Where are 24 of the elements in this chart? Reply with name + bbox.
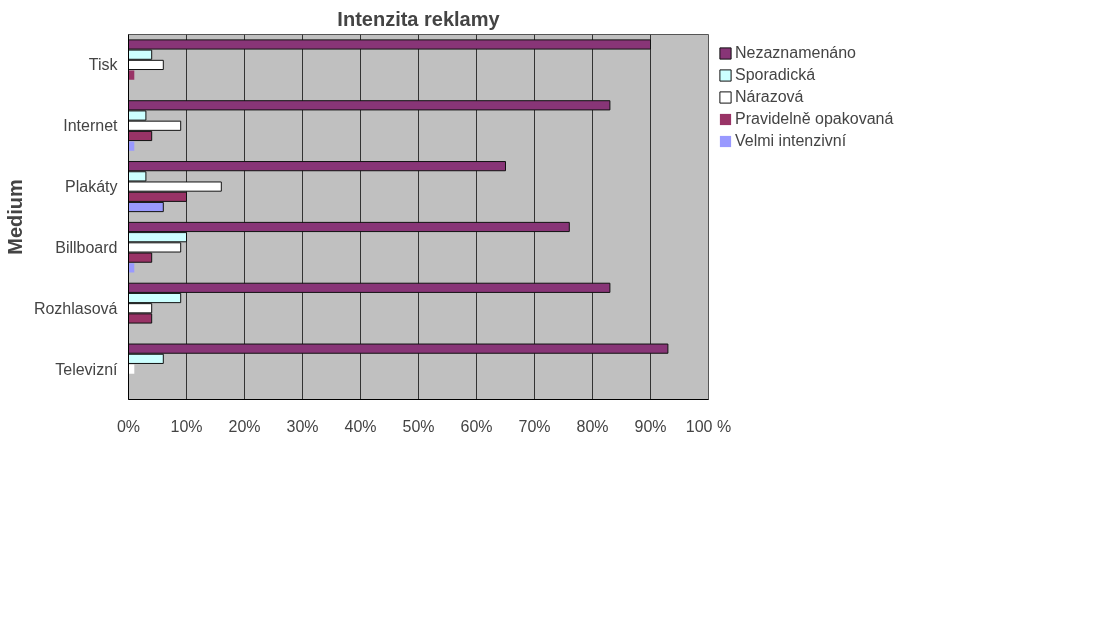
y-tick-label: Billboard <box>55 238 118 256</box>
x-tick-label: 0% <box>116 417 141 435</box>
legend-label: Pravidelně opakovaná <box>735 110 894 128</box>
y-tick-label: Televizní <box>55 360 119 378</box>
chart-title: Intenzita reklamy <box>337 7 501 30</box>
y-tick-label: Tisk <box>88 56 119 74</box>
legend-label: Nezaznamenáno <box>735 44 856 62</box>
x-tick-label: 30% <box>286 417 319 435</box>
x-tick-label: 10% <box>170 417 203 435</box>
x-tick-label: 50% <box>402 417 435 435</box>
x-tick-label: 70% <box>518 417 551 435</box>
legend-label: Velmi intenzivní <box>735 132 847 150</box>
x-tick-label: 60% <box>460 417 493 435</box>
legend-label: Sporadická <box>735 66 816 84</box>
y-tick-label: Rozhlasová <box>33 299 118 317</box>
y-tick-label: Plakáty <box>65 178 118 196</box>
x-tick-label: 20% <box>228 417 261 435</box>
legend-label: Nárazová <box>735 88 804 106</box>
x-tick-label: 90% <box>634 417 667 435</box>
x-tick-label: 100 % <box>685 417 732 435</box>
x-tick-label: 40% <box>344 417 377 435</box>
y-axis-title: Medium <box>3 179 26 255</box>
x-tick-label: 80% <box>576 417 609 435</box>
y-tick-label: Internet <box>63 117 119 135</box>
